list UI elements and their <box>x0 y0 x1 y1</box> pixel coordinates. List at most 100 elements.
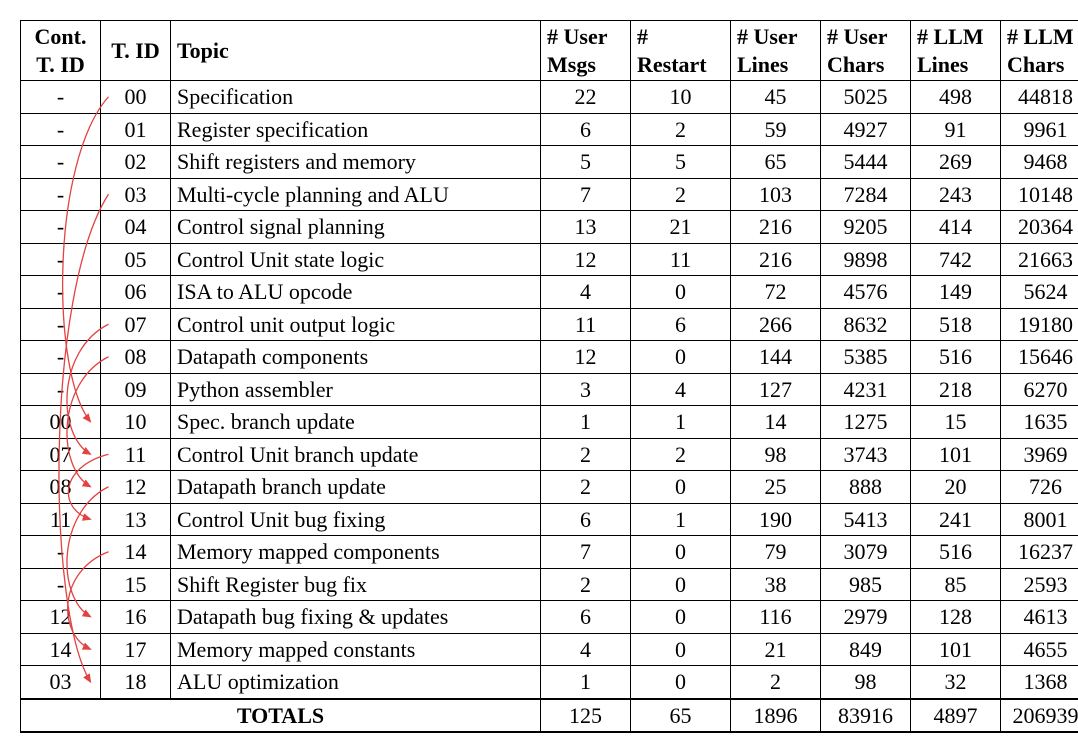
cell-topic: ALU optimization <box>171 666 541 699</box>
cell-topic: Spec. branch update <box>171 406 541 439</box>
cell-tid: 14 <box>101 536 171 569</box>
cell-msgs: 2 <box>541 438 631 471</box>
cell-llines: 516 <box>911 536 1001 569</box>
cell-msgs: 22 <box>541 81 631 114</box>
cell-cont: - <box>21 113 101 146</box>
cell-lchars: 20364 <box>1001 211 1078 244</box>
cell-lchars: 2593 <box>1001 568 1078 601</box>
totals-cell: 65 <box>631 699 731 733</box>
cell-tid: 04 <box>101 211 171 244</box>
cell-topic: Memory mapped constants <box>171 633 541 666</box>
col-header-cont: Cont.T. ID <box>21 21 101 81</box>
cell-msgs: 6 <box>541 113 631 146</box>
cell-ulines: 59 <box>731 113 821 146</box>
cell-tid: 05 <box>101 243 171 276</box>
cell-ulines: 72 <box>731 276 821 309</box>
totals-label: TOTALS <box>21 699 541 733</box>
cell-uchars: 9205 <box>821 211 911 244</box>
cell-lchars: 9961 <box>1001 113 1078 146</box>
cell-llines: 101 <box>911 633 1001 666</box>
cell-tid: 01 <box>101 113 171 146</box>
cell-uchars: 849 <box>821 633 911 666</box>
totals-cell: 125 <box>541 699 631 733</box>
cell-ulines: 127 <box>731 373 821 406</box>
col-header-lchars: # LLMChars <box>1001 21 1078 81</box>
cell-lchars: 10148 <box>1001 178 1078 211</box>
cell-cont: - <box>21 146 101 179</box>
cell-topic: Register specification <box>171 113 541 146</box>
cell-msgs: 2 <box>541 568 631 601</box>
cell-uchars: 4927 <box>821 113 911 146</box>
cell-restart: 5 <box>631 146 731 179</box>
cell-tid: 13 <box>101 503 171 536</box>
cell-topic: Control Unit state logic <box>171 243 541 276</box>
cell-msgs: 2 <box>541 471 631 504</box>
cell-llines: 241 <box>911 503 1001 536</box>
cell-msgs: 7 <box>541 178 631 211</box>
totals-cell: 1896 <box>731 699 821 733</box>
cell-msgs: 4 <box>541 633 631 666</box>
col-header-restart: #Restart <box>631 21 731 81</box>
cell-msgs: 12 <box>541 341 631 374</box>
cell-uchars: 5444 <box>821 146 911 179</box>
col-label: #Restart <box>637 24 707 77</box>
cell-uchars: 3743 <box>821 438 911 471</box>
col-label: # UserLines <box>737 24 797 77</box>
cell-tid: 00 <box>101 81 171 114</box>
cell-cont: - <box>21 568 101 601</box>
cell-uchars: 2979 <box>821 601 911 634</box>
cell-uchars: 5385 <box>821 341 911 374</box>
cell-topic: Datapath branch update <box>171 471 541 504</box>
cell-topic: Python assembler <box>171 373 541 406</box>
cell-topic: Datapath components <box>171 341 541 374</box>
cell-tid: 06 <box>101 276 171 309</box>
table-row: 1216Datapath bug fixing & updates6011629… <box>21 601 1078 634</box>
cell-tid: 12 <box>101 471 171 504</box>
cell-restart: 0 <box>631 633 731 666</box>
cell-msgs: 3 <box>541 373 631 406</box>
cell-lchars: 1368 <box>1001 666 1078 699</box>
cell-lchars: 9468 <box>1001 146 1078 179</box>
cell-topic: Memory mapped components <box>171 536 541 569</box>
table-row: -14Memory mapped components7079307951616… <box>21 536 1078 569</box>
col-label: # UserChars <box>827 24 887 77</box>
table-row: -03Multi-cycle planning and ALU721037284… <box>21 178 1078 211</box>
cell-ulines: 116 <box>731 601 821 634</box>
cell-topic: Shift Register bug fix <box>171 568 541 601</box>
cell-llines: 414 <box>911 211 1001 244</box>
cell-ulines: 38 <box>731 568 821 601</box>
cell-msgs: 4 <box>541 276 631 309</box>
col-header-tid: T. ID <box>101 21 171 81</box>
cell-cont: - <box>21 373 101 406</box>
cell-llines: 742 <box>911 243 1001 276</box>
col-label: # LLMLines <box>917 24 984 77</box>
cell-msgs: 7 <box>541 536 631 569</box>
cell-topic: Control signal planning <box>171 211 541 244</box>
table-body: -00Specification221045502549844818-01Reg… <box>21 81 1078 733</box>
cell-msgs: 5 <box>541 146 631 179</box>
cell-tid: 07 <box>101 308 171 341</box>
cell-ulines: 2 <box>731 666 821 699</box>
cell-msgs: 12 <box>541 243 631 276</box>
cell-lchars: 19180 <box>1001 308 1078 341</box>
col-label: Cont.T. ID <box>35 24 87 77</box>
table-row: -00Specification221045502549844818 <box>21 81 1078 114</box>
cell-ulines: 190 <box>731 503 821 536</box>
cell-restart: 21 <box>631 211 731 244</box>
cell-uchars: 8632 <box>821 308 911 341</box>
cell-msgs: 11 <box>541 308 631 341</box>
cell-cont: - <box>21 536 101 569</box>
cell-restart: 2 <box>631 113 731 146</box>
cell-lchars: 5624 <box>1001 276 1078 309</box>
cell-msgs: 1 <box>541 406 631 439</box>
table-row: -08Datapath components120144538551615646 <box>21 341 1078 374</box>
cell-tid: 03 <box>101 178 171 211</box>
table-row: 1113Control Unit bug fixing6119054132418… <box>21 503 1078 536</box>
col-label: T. ID <box>111 38 160 63</box>
cell-restart: 0 <box>631 666 731 699</box>
cell-tid: 18 <box>101 666 171 699</box>
cell-cont: - <box>21 341 101 374</box>
cell-msgs: 13 <box>541 211 631 244</box>
cell-ulines: 266 <box>731 308 821 341</box>
cell-ulines: 25 <box>731 471 821 504</box>
